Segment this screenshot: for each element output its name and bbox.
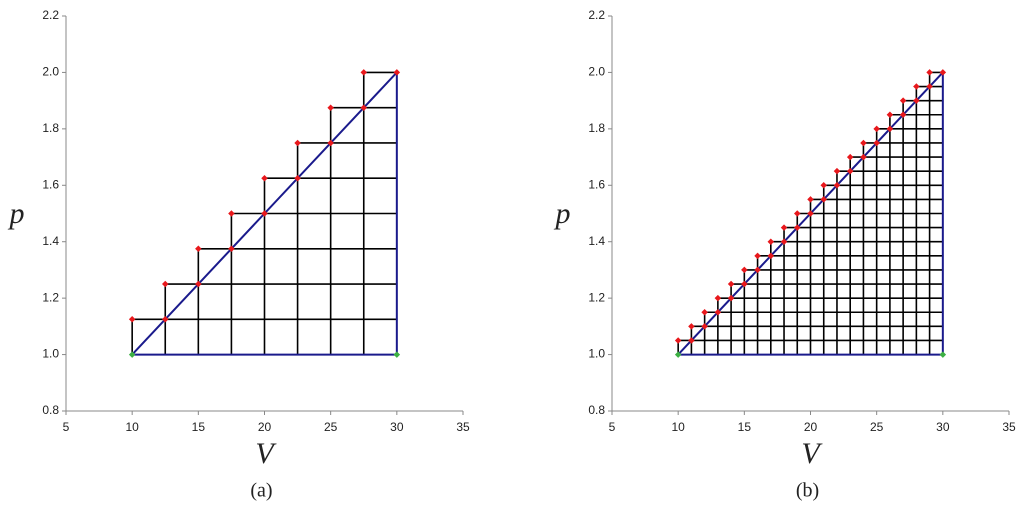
y-tick-label: 0.8: [588, 403, 605, 417]
x-axis-label: V: [801, 437, 823, 470]
x-tick-label: 15: [738, 420, 752, 434]
diagonal-point: [294, 174, 301, 182]
y-tick-label: 1.4: [42, 234, 59, 248]
y-tick-label: 1.0: [42, 347, 59, 361]
step-point: [195, 245, 202, 253]
y-tick-label: 2.0: [42, 65, 59, 79]
step-point: [688, 323, 695, 330]
x-tick-label: 35: [456, 420, 470, 434]
step-point: [727, 280, 735, 288]
diagonal-point: [360, 104, 368, 111]
x-tick-label: 10: [125, 420, 139, 434]
step-point: [360, 69, 368, 76]
y-tick-label: 2.2: [588, 8, 605, 22]
step-point: [926, 69, 933, 76]
x-tick-label: 20: [258, 420, 272, 434]
diagonal-point: [754, 266, 761, 274]
diagonal-point: [926, 83, 933, 90]
step-point: [767, 238, 775, 245]
step-point: [833, 167, 841, 175]
x-tick-label: 35: [1002, 420, 1016, 434]
diagonal-point: [261, 210, 268, 217]
y-axis-label: p: [554, 197, 571, 230]
x-axis-label: V: [255, 437, 277, 470]
diagonal-point: [714, 308, 722, 316]
step-point: [873, 125, 880, 133]
step-point: [807, 196, 814, 203]
step-point: [886, 111, 894, 119]
y-tick-label: 1.2: [588, 290, 605, 304]
x-tick-label: 5: [63, 420, 70, 434]
y-tick-label: 2.0: [588, 65, 605, 79]
step-point: [327, 104, 334, 111]
step-point: [780, 224, 788, 231]
step-point: [261, 174, 268, 182]
diagonal-point: [741, 280, 748, 288]
corner-point: [939, 351, 947, 358]
y-axis-label: p: [8, 197, 25, 230]
corner-point: [393, 351, 401, 358]
diagonal-point: [393, 69, 401, 76]
step-point: [846, 153, 854, 161]
y-tick-label: 1.6: [588, 177, 605, 191]
corner-point: [128, 351, 136, 358]
x-tick-label: 15: [192, 420, 206, 434]
diagonal-point: [873, 139, 880, 147]
diagonal-point: [846, 167, 854, 175]
step-point: [701, 308, 708, 316]
diagonal-point: [161, 316, 169, 323]
diagonal-point: [327, 139, 334, 147]
diagonal-point: [833, 182, 841, 189]
panel-label: (b): [796, 480, 819, 502]
x-tick-label: 30: [390, 420, 404, 434]
y-tick-label: 1.6: [42, 177, 59, 191]
y-tick-label: 1.4: [588, 234, 605, 248]
step-point: [128, 316, 136, 323]
diagonal-point: [228, 245, 235, 253]
step-point: [794, 210, 801, 217]
step-point: [754, 252, 761, 260]
step-point: [674, 337, 682, 344]
diagonal-point: [820, 196, 827, 203]
diagonal-point: [767, 252, 775, 260]
step-point: [899, 97, 907, 104]
step-point: [820, 182, 827, 189]
step-point: [294, 139, 301, 147]
x-tick-label: 5: [609, 420, 616, 434]
y-tick-label: 1.8: [588, 121, 605, 135]
x-tick-label: 30: [936, 420, 950, 434]
step-point: [228, 210, 235, 217]
y-tick-label: 0.8: [42, 403, 59, 417]
diagonal-point: [807, 210, 814, 217]
step-point: [161, 280, 169, 288]
x-tick-label: 10: [671, 420, 685, 434]
diagonal-point: [794, 224, 801, 231]
step-point: [714, 294, 722, 302]
y-tick-label: 1.0: [588, 347, 605, 361]
diagonal-point: [860, 153, 867, 161]
y-tick-label: 1.8: [42, 121, 59, 135]
x-tick-label: 20: [804, 420, 818, 434]
diagonal-point: [780, 238, 788, 245]
step-point: [741, 266, 748, 274]
x-tick-label: 25: [324, 420, 338, 434]
step-point: [860, 139, 867, 147]
panel-label: (a): [250, 480, 272, 502]
y-tick-label: 2.2: [42, 8, 59, 22]
y-tick-label: 1.2: [42, 290, 59, 304]
x-tick-label: 25: [870, 420, 884, 434]
step-point: [913, 83, 920, 90]
diagonal-point: [727, 294, 735, 302]
